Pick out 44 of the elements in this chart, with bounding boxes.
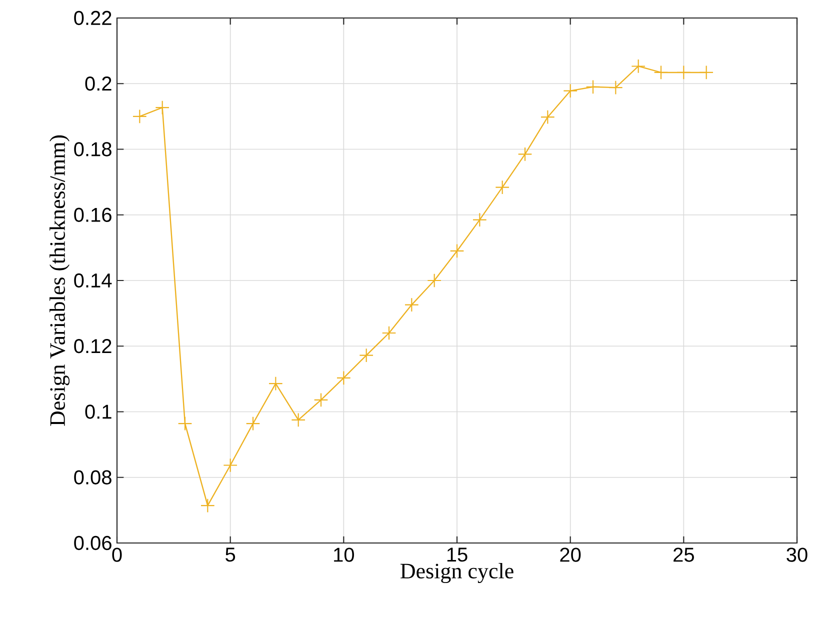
point bbox=[540, 110, 555, 124]
point bbox=[563, 84, 578, 98]
point bbox=[132, 109, 147, 124]
x-tick-label: 15 bbox=[447, 548, 468, 562]
y-tick-label: 0.2 bbox=[85, 76, 112, 91]
point bbox=[472, 212, 487, 227]
point bbox=[223, 458, 238, 472]
x-tick-label: 5 bbox=[226, 548, 236, 562]
point bbox=[336, 370, 351, 386]
point bbox=[654, 65, 668, 80]
point bbox=[200, 498, 215, 513]
point bbox=[155, 100, 170, 115]
point bbox=[268, 376, 283, 391]
y-tick-label: 0.18 bbox=[74, 142, 112, 156]
x-tick-label: 30 bbox=[786, 548, 808, 562]
point bbox=[246, 416, 260, 431]
point bbox=[495, 180, 510, 195]
y-tick-label: 0.06 bbox=[74, 536, 112, 550]
point bbox=[676, 65, 691, 80]
point bbox=[586, 80, 600, 94]
y-tick-label: 0.08 bbox=[74, 470, 112, 484]
y-axis-title: Design Variables (thickness/mm) bbox=[50, 135, 70, 426]
point bbox=[291, 412, 306, 428]
x-tick-label: 25 bbox=[674, 548, 694, 562]
x-axis-title: Design cycle bbox=[400, 563, 514, 584]
y-tick-label: 0.16 bbox=[74, 208, 112, 222]
point bbox=[178, 416, 192, 431]
point bbox=[427, 273, 442, 288]
point bbox=[518, 146, 532, 162]
y-tick-label: 0.12 bbox=[74, 339, 112, 354]
point bbox=[699, 65, 714, 80]
y-tick-label: 0.14 bbox=[74, 273, 112, 288]
x-tick-label: 20 bbox=[560, 548, 581, 562]
point bbox=[382, 326, 396, 340]
point bbox=[314, 392, 328, 408]
x-tick-label: 0 bbox=[112, 548, 122, 562]
y-tick-label: 0.1 bbox=[85, 404, 112, 419]
point bbox=[404, 298, 419, 312]
x-tick-label: 10 bbox=[334, 548, 354, 562]
point bbox=[608, 80, 623, 95]
point bbox=[631, 59, 646, 74]
y-tick-label: 0.22 bbox=[74, 10, 112, 26]
point bbox=[450, 244, 464, 258]
point bbox=[359, 348, 374, 363]
